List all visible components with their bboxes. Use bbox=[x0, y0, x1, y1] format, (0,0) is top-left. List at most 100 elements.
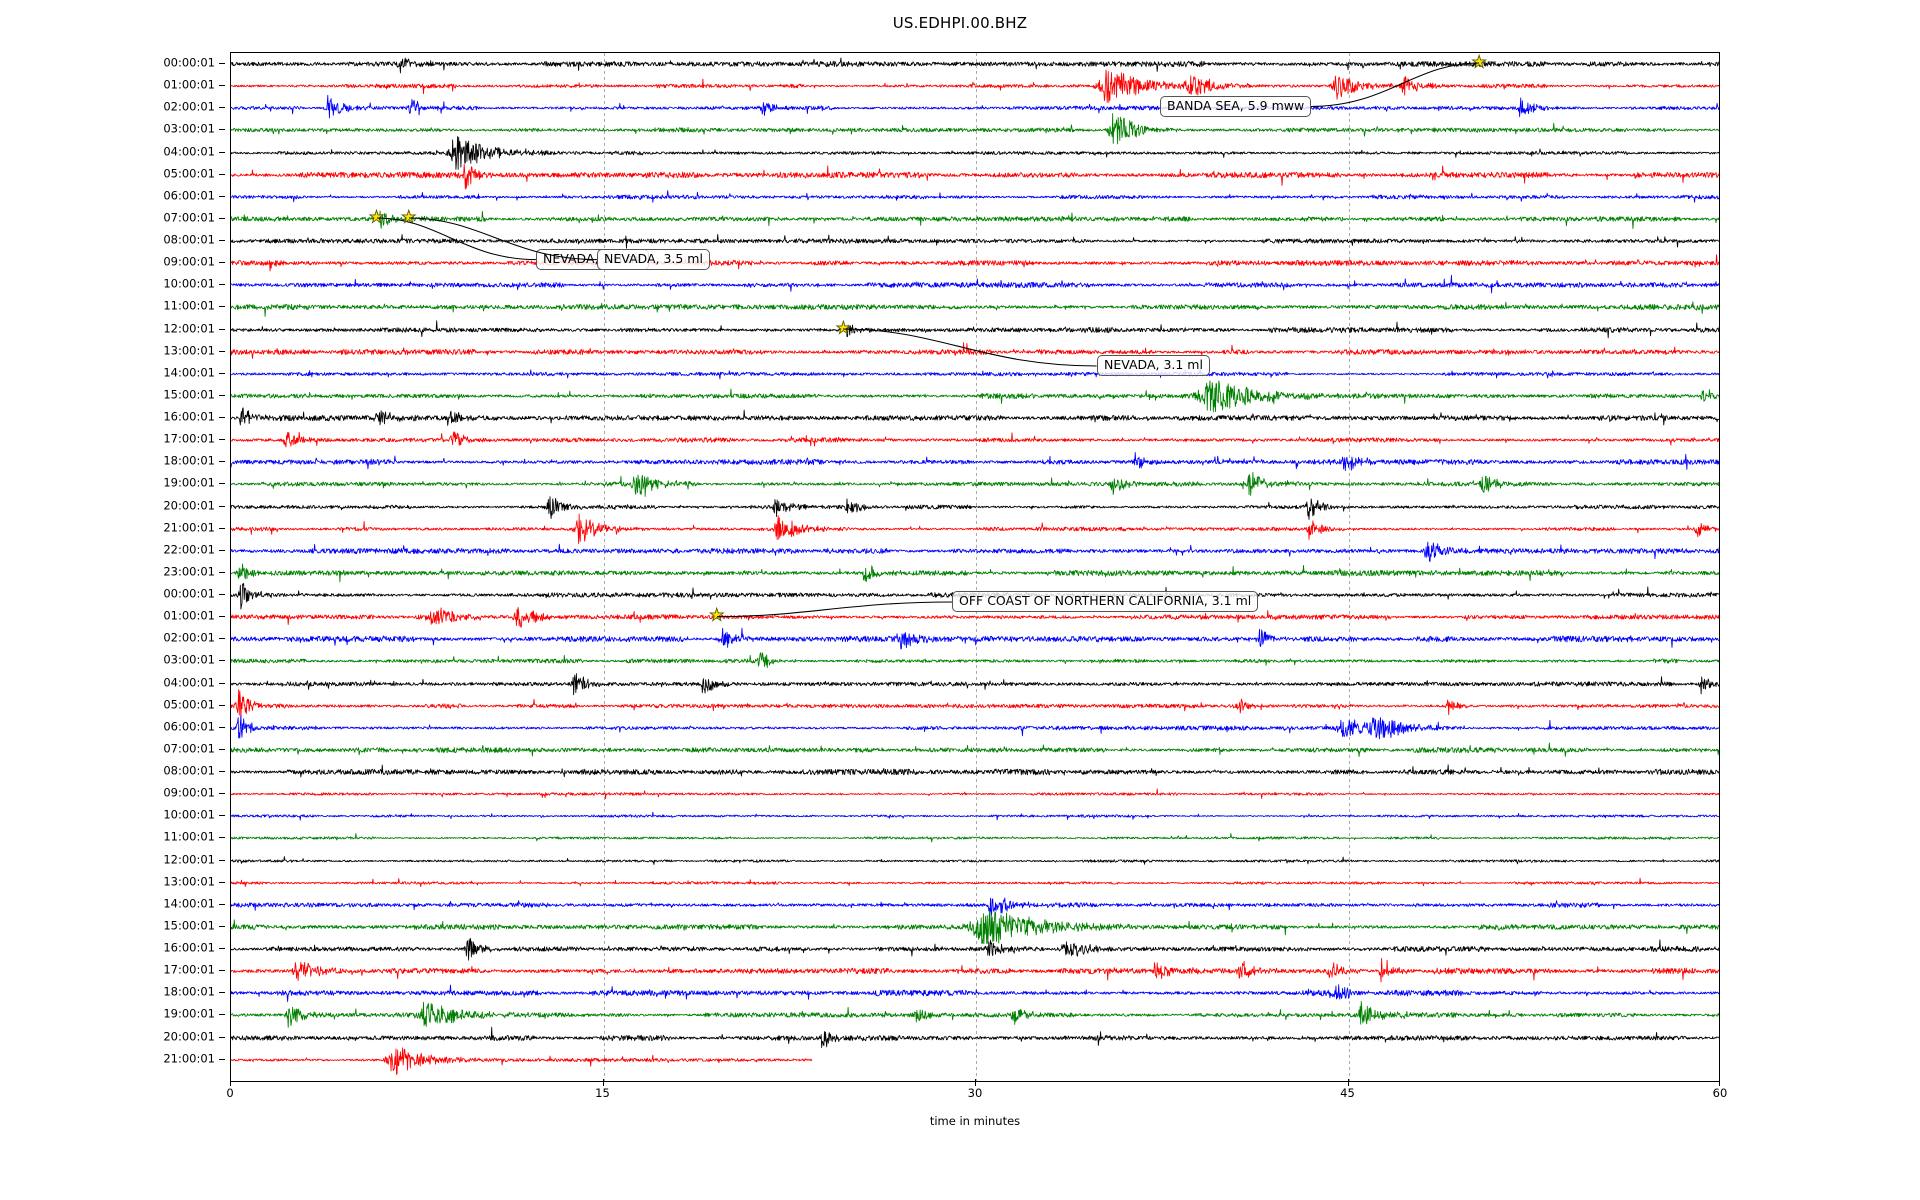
seismic-trace-row bbox=[231, 290, 1719, 324]
y-tick-label: 14:00:01 bbox=[163, 365, 215, 380]
seismic-trace-row bbox=[231, 534, 1719, 568]
seismic-trace-row bbox=[231, 976, 1719, 1010]
seismic-trace-row bbox=[231, 844, 1719, 878]
seismic-trace-row bbox=[231, 135, 1719, 170]
y-tick-label: 03:00:01 bbox=[163, 652, 215, 667]
y-tick-label: 19:00:01 bbox=[163, 1006, 215, 1021]
y-tick-mark bbox=[219, 704, 225, 706]
y-tick-label: 01:00:01 bbox=[163, 77, 215, 92]
y-tick-mark bbox=[219, 129, 225, 131]
seismic-trace-row bbox=[231, 755, 1719, 789]
y-tick-label: 10:00:01 bbox=[163, 807, 215, 822]
y-tick-mark bbox=[219, 262, 225, 264]
y-axis-labels: 00:00:01 01:00:01 02:00:01 03:00:01 04:00:01… bbox=[0, 52, 225, 1082]
y-tick-label: 13:00:01 bbox=[163, 342, 215, 357]
seismic-trace-row bbox=[231, 777, 1719, 811]
y-tick-mark bbox=[219, 638, 225, 640]
y-tick-mark bbox=[219, 726, 225, 728]
y-tick-label: 21:00:01 bbox=[163, 1050, 215, 1065]
y-tick-label: 21:00:01 bbox=[163, 519, 215, 534]
y-tick-label: 07:00:01 bbox=[163, 741, 215, 756]
y-tick-label: 05:00:01 bbox=[163, 165, 215, 180]
y-tick-mark bbox=[219, 992, 225, 994]
y-tick-mark bbox=[219, 594, 225, 596]
y-tick-mark bbox=[219, 771, 225, 773]
y-tick-mark bbox=[219, 881, 225, 883]
y-tick-label: 09:00:01 bbox=[163, 254, 215, 269]
seismic-trace-row bbox=[231, 932, 1719, 966]
y-tick-label: 02:00:01 bbox=[163, 630, 215, 645]
y-tick-mark bbox=[219, 903, 225, 905]
y-tick-mark bbox=[219, 571, 225, 573]
event-annotation[interactable]: NEVADA, 3.1 ml bbox=[1097, 355, 1210, 377]
event-annotation[interactable]: BANDA SEA, 5.9 mww bbox=[1160, 96, 1312, 118]
seismic-trace-row bbox=[231, 91, 1719, 125]
y-tick-label: 00:00:01 bbox=[163, 55, 215, 70]
y-tick-mark bbox=[219, 350, 225, 352]
y-tick-mark bbox=[219, 527, 225, 529]
y-tick-label: 11:00:01 bbox=[163, 829, 215, 844]
event-annotation[interactable]: OFF COAST OF NORTHERN CALIFORNIA, 3.1 ml bbox=[952, 591, 1259, 613]
y-tick-label: 02:00:01 bbox=[163, 99, 215, 114]
seismic-trace-row bbox=[231, 1021, 1719, 1055]
plot-area bbox=[230, 52, 1720, 1082]
y-tick-mark bbox=[219, 63, 225, 64]
y-tick-mark bbox=[219, 793, 225, 795]
gridline-45 bbox=[1348, 53, 1350, 1081]
y-tick-mark bbox=[219, 217, 225, 219]
seismic-trace-row bbox=[231, 667, 1719, 701]
seismic-trace-row bbox=[231, 445, 1719, 479]
y-tick-mark bbox=[219, 505, 225, 507]
seismic-trace-row bbox=[231, 600, 1719, 634]
y-tick-label: 15:00:01 bbox=[163, 918, 215, 933]
seismic-trace-row bbox=[231, 644, 1719, 678]
y-tick-label: 15:00:01 bbox=[163, 387, 215, 402]
y-tick-label: 23:00:01 bbox=[163, 564, 215, 579]
seismic-trace-row bbox=[231, 423, 1719, 457]
plot-inner bbox=[231, 53, 1719, 1081]
y-tick-label: 20:00:01 bbox=[163, 497, 215, 512]
x-axis-labels: 0 15 30 45 60 bbox=[226, 1079, 1727, 1108]
seismic-trace-row bbox=[231, 733, 1719, 767]
y-tick-label: 08:00:01 bbox=[163, 232, 215, 247]
gridline-30 bbox=[976, 53, 977, 1081]
y-tick-mark bbox=[219, 85, 225, 87]
page-title: US.EDHPI.00.BHZ bbox=[892, 14, 1028, 32]
seismic-trace-row bbox=[231, 113, 1719, 147]
y-tick-label: 06:00:01 bbox=[163, 188, 215, 202]
y-tick-label: 18:00:01 bbox=[163, 984, 215, 999]
y-tick-mark bbox=[219, 1058, 225, 1060]
x-tick-mark bbox=[230, 1079, 231, 1086]
y-tick-mark bbox=[219, 837, 225, 839]
seismic-trace-row bbox=[231, 180, 1719, 214]
y-tick-mark bbox=[219, 483, 225, 485]
seismic-trace-row bbox=[231, 622, 1719, 656]
gridline-15 bbox=[603, 53, 605, 1081]
y-tick-label: 12:00:01 bbox=[163, 320, 215, 335]
x-tick-mark bbox=[1719, 1079, 1720, 1086]
y-tick-mark bbox=[219, 107, 225, 109]
y-tick-label: 01:00:01 bbox=[163, 608, 215, 623]
y-tick-mark bbox=[219, 616, 225, 618]
seismic-trace-row bbox=[231, 866, 1719, 900]
y-tick-label: 14:00:01 bbox=[163, 896, 215, 911]
seismic-trace-row bbox=[231, 401, 1719, 435]
x-tick-mark bbox=[975, 1079, 976, 1086]
y-tick-label: 06:00:01 bbox=[163, 719, 215, 734]
y-tick-label: 09:00:01 bbox=[163, 785, 215, 800]
x-tick-label: 30 bbox=[967, 1086, 983, 1100]
y-tick-label: 18:00:01 bbox=[163, 453, 215, 468]
y-tick-label: 12:00:01 bbox=[163, 851, 215, 866]
event-annotation[interactable]: NEVADA, 3.5 ml bbox=[597, 249, 710, 271]
y-tick-mark bbox=[219, 240, 225, 241]
y-tick-mark bbox=[219, 1014, 225, 1016]
y-tick-mark bbox=[219, 151, 225, 153]
y-tick-label: 00:00:01 bbox=[163, 586, 215, 601]
seismic-trace-row bbox=[231, 998, 1719, 1032]
seismic-trace-row bbox=[231, 888, 1719, 922]
x-axis-title: time in minutes bbox=[929, 1114, 1021, 1128]
seismic-trace-row bbox=[231, 158, 1719, 192]
y-tick-mark bbox=[219, 439, 225, 441]
seismic-trace-row bbox=[231, 954, 1719, 988]
